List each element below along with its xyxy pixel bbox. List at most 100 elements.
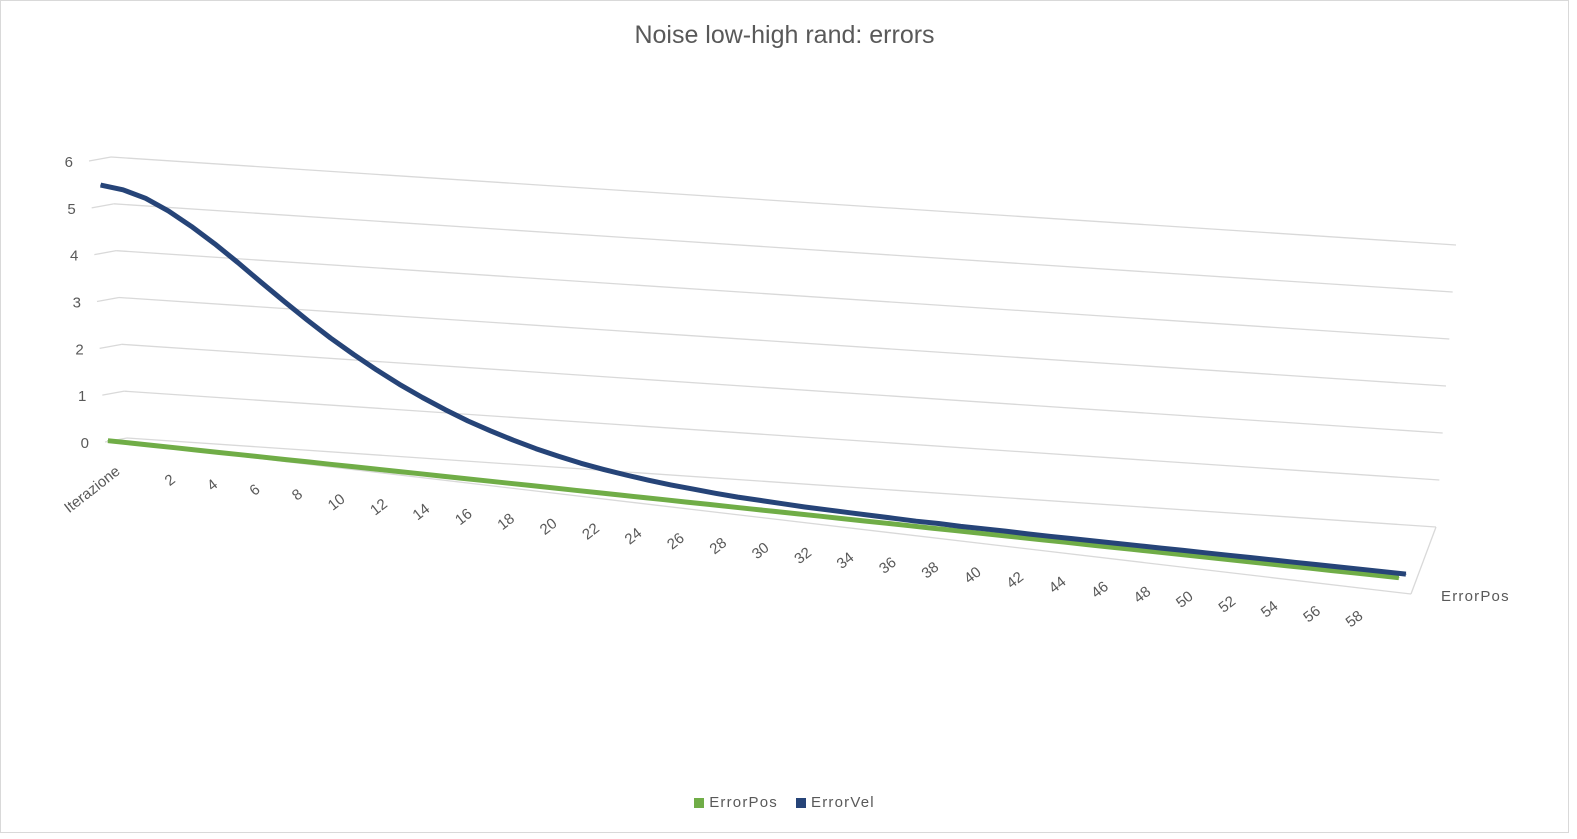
data-point-errorvel <box>467 420 469 422</box>
data-point-errorvel <box>1138 545 1140 547</box>
data-point-errorpos <box>463 477 465 479</box>
data-point-errorpos <box>129 442 131 444</box>
x-tick-label: 30 <box>749 539 773 563</box>
data-point-errorvel <box>1405 573 1407 575</box>
depth-axis-label: ErrorPos <box>1441 588 1510 605</box>
data-point-errorpos <box>1175 553 1177 555</box>
x-tick-label: 22 <box>579 520 603 544</box>
data-point-errorvel <box>871 515 873 517</box>
floor-right-edge <box>1410 526 1437 595</box>
data-point-errorvel <box>100 184 102 186</box>
data-point-errorvel <box>1249 557 1251 559</box>
x-tick-label: 34 <box>834 549 858 573</box>
data-point-errorpos <box>1064 541 1066 543</box>
data-point-errorvel <box>444 409 446 411</box>
data-point-errorpos <box>263 456 265 458</box>
data-point-errorvel <box>848 512 850 514</box>
floor-front-edge <box>118 441 1412 595</box>
x-tick-label: 14 <box>410 500 434 524</box>
x-tick-label: 8 <box>289 486 306 505</box>
data-point-errorpos <box>797 513 799 515</box>
data-point-errorvel <box>1271 559 1273 561</box>
data-point-errorvel <box>826 509 828 511</box>
data-point-errorpos <box>240 454 242 456</box>
legend: ErrorPos ErrorVel <box>1 794 1568 811</box>
data-point-errorpos <box>352 466 354 468</box>
data-point-errorvel <box>1093 540 1095 542</box>
x-tick-label: 42 <box>1003 568 1027 592</box>
data-point-errorpos <box>886 522 888 524</box>
data-point-errorpos <box>663 499 665 501</box>
x-tick-label: 16 <box>452 505 476 529</box>
data-point-errorvel <box>283 300 285 302</box>
data-point-errorpos <box>1376 574 1378 576</box>
data-point-errorpos <box>574 489 576 491</box>
legend-swatch-errorpos <box>694 797 705 808</box>
data-point-errorpos <box>775 511 777 513</box>
data-point-errorpos <box>508 482 510 484</box>
data-point-errorvel <box>1182 549 1184 551</box>
data-point-errorpos <box>441 475 443 477</box>
y-tick-label: 6 <box>65 154 73 171</box>
y-tick-label: 0 <box>81 435 89 452</box>
data-point-errorvel <box>982 528 984 530</box>
y-tick-label: 3 <box>73 295 81 312</box>
data-point-errorpos <box>285 459 287 461</box>
x-tick-label: 12 <box>367 495 391 519</box>
data-point-errorvel <box>625 474 627 476</box>
data-point-errorpos <box>1264 562 1266 564</box>
x-tick-label: 46 <box>1088 578 1112 602</box>
data-point-errorvel <box>1227 554 1229 556</box>
data-point-errorvel <box>145 197 147 199</box>
x-tick-label: 6 <box>246 481 263 500</box>
data-point-errorvel <box>535 448 537 450</box>
gridline <box>118 296 1447 387</box>
data-point-errorpos <box>908 525 910 527</box>
x-tick-label: 54 <box>1258 598 1282 622</box>
data-point-errorvel <box>237 261 239 263</box>
gridline <box>121 343 1443 434</box>
data-point-errorpos <box>174 447 176 449</box>
data-point-errorpos <box>997 534 999 536</box>
gridline <box>116 250 1450 340</box>
data-point-errorpos <box>730 506 732 508</box>
data-point-errorpos <box>597 492 599 494</box>
x-tick-label: 18 <box>494 510 518 534</box>
data-point-errorvel <box>715 492 717 494</box>
x-tick-label: 52 <box>1215 593 1239 617</box>
data-point-errorvel <box>1116 542 1118 544</box>
data-point-errorvel <box>781 503 783 505</box>
data-point-errorpos <box>975 532 977 534</box>
legend-label-errorpos: ErrorPos <box>709 794 778 811</box>
data-point-errorpos <box>1309 567 1311 569</box>
legend-item-errorvel: ErrorVel <box>795 794 875 811</box>
x-tick-label: 26 <box>664 530 688 554</box>
data-point-errorvel <box>1294 561 1296 563</box>
data-point-errorpos <box>1198 555 1200 557</box>
data-point-errorpos <box>752 508 754 510</box>
x-tick-label: 4 <box>204 476 221 495</box>
data-point-errorvel <box>306 319 308 321</box>
legend-swatch-errorvel <box>795 797 806 808</box>
data-point-errorpos <box>196 449 198 451</box>
data-point-errorvel <box>1071 538 1073 540</box>
legend-label-errorvel: ErrorVel <box>810 794 875 811</box>
legend-item-errorpos: ErrorPos <box>694 794 778 811</box>
data-point-errorpos <box>641 496 643 498</box>
x-tick-label: 32 <box>791 544 815 568</box>
data-point-errorvel <box>692 488 694 490</box>
gridline-tick <box>94 250 117 256</box>
data-point-errorpos <box>1398 577 1400 579</box>
data-point-errorpos <box>841 518 843 520</box>
data-point-errorvel <box>759 499 761 501</box>
data-point-errorvel <box>1049 535 1051 537</box>
data-point-errorpos <box>1220 558 1222 560</box>
gridline-tick <box>96 296 120 303</box>
gridline-tick <box>102 390 125 396</box>
gridline-tick <box>99 343 122 349</box>
x-tick-label: 58 <box>1343 607 1367 631</box>
data-point-errorvel <box>512 439 514 441</box>
x-tick-label: 20 <box>537 515 561 539</box>
data-point-errorpos <box>330 463 332 465</box>
gridline-tick <box>91 203 114 209</box>
